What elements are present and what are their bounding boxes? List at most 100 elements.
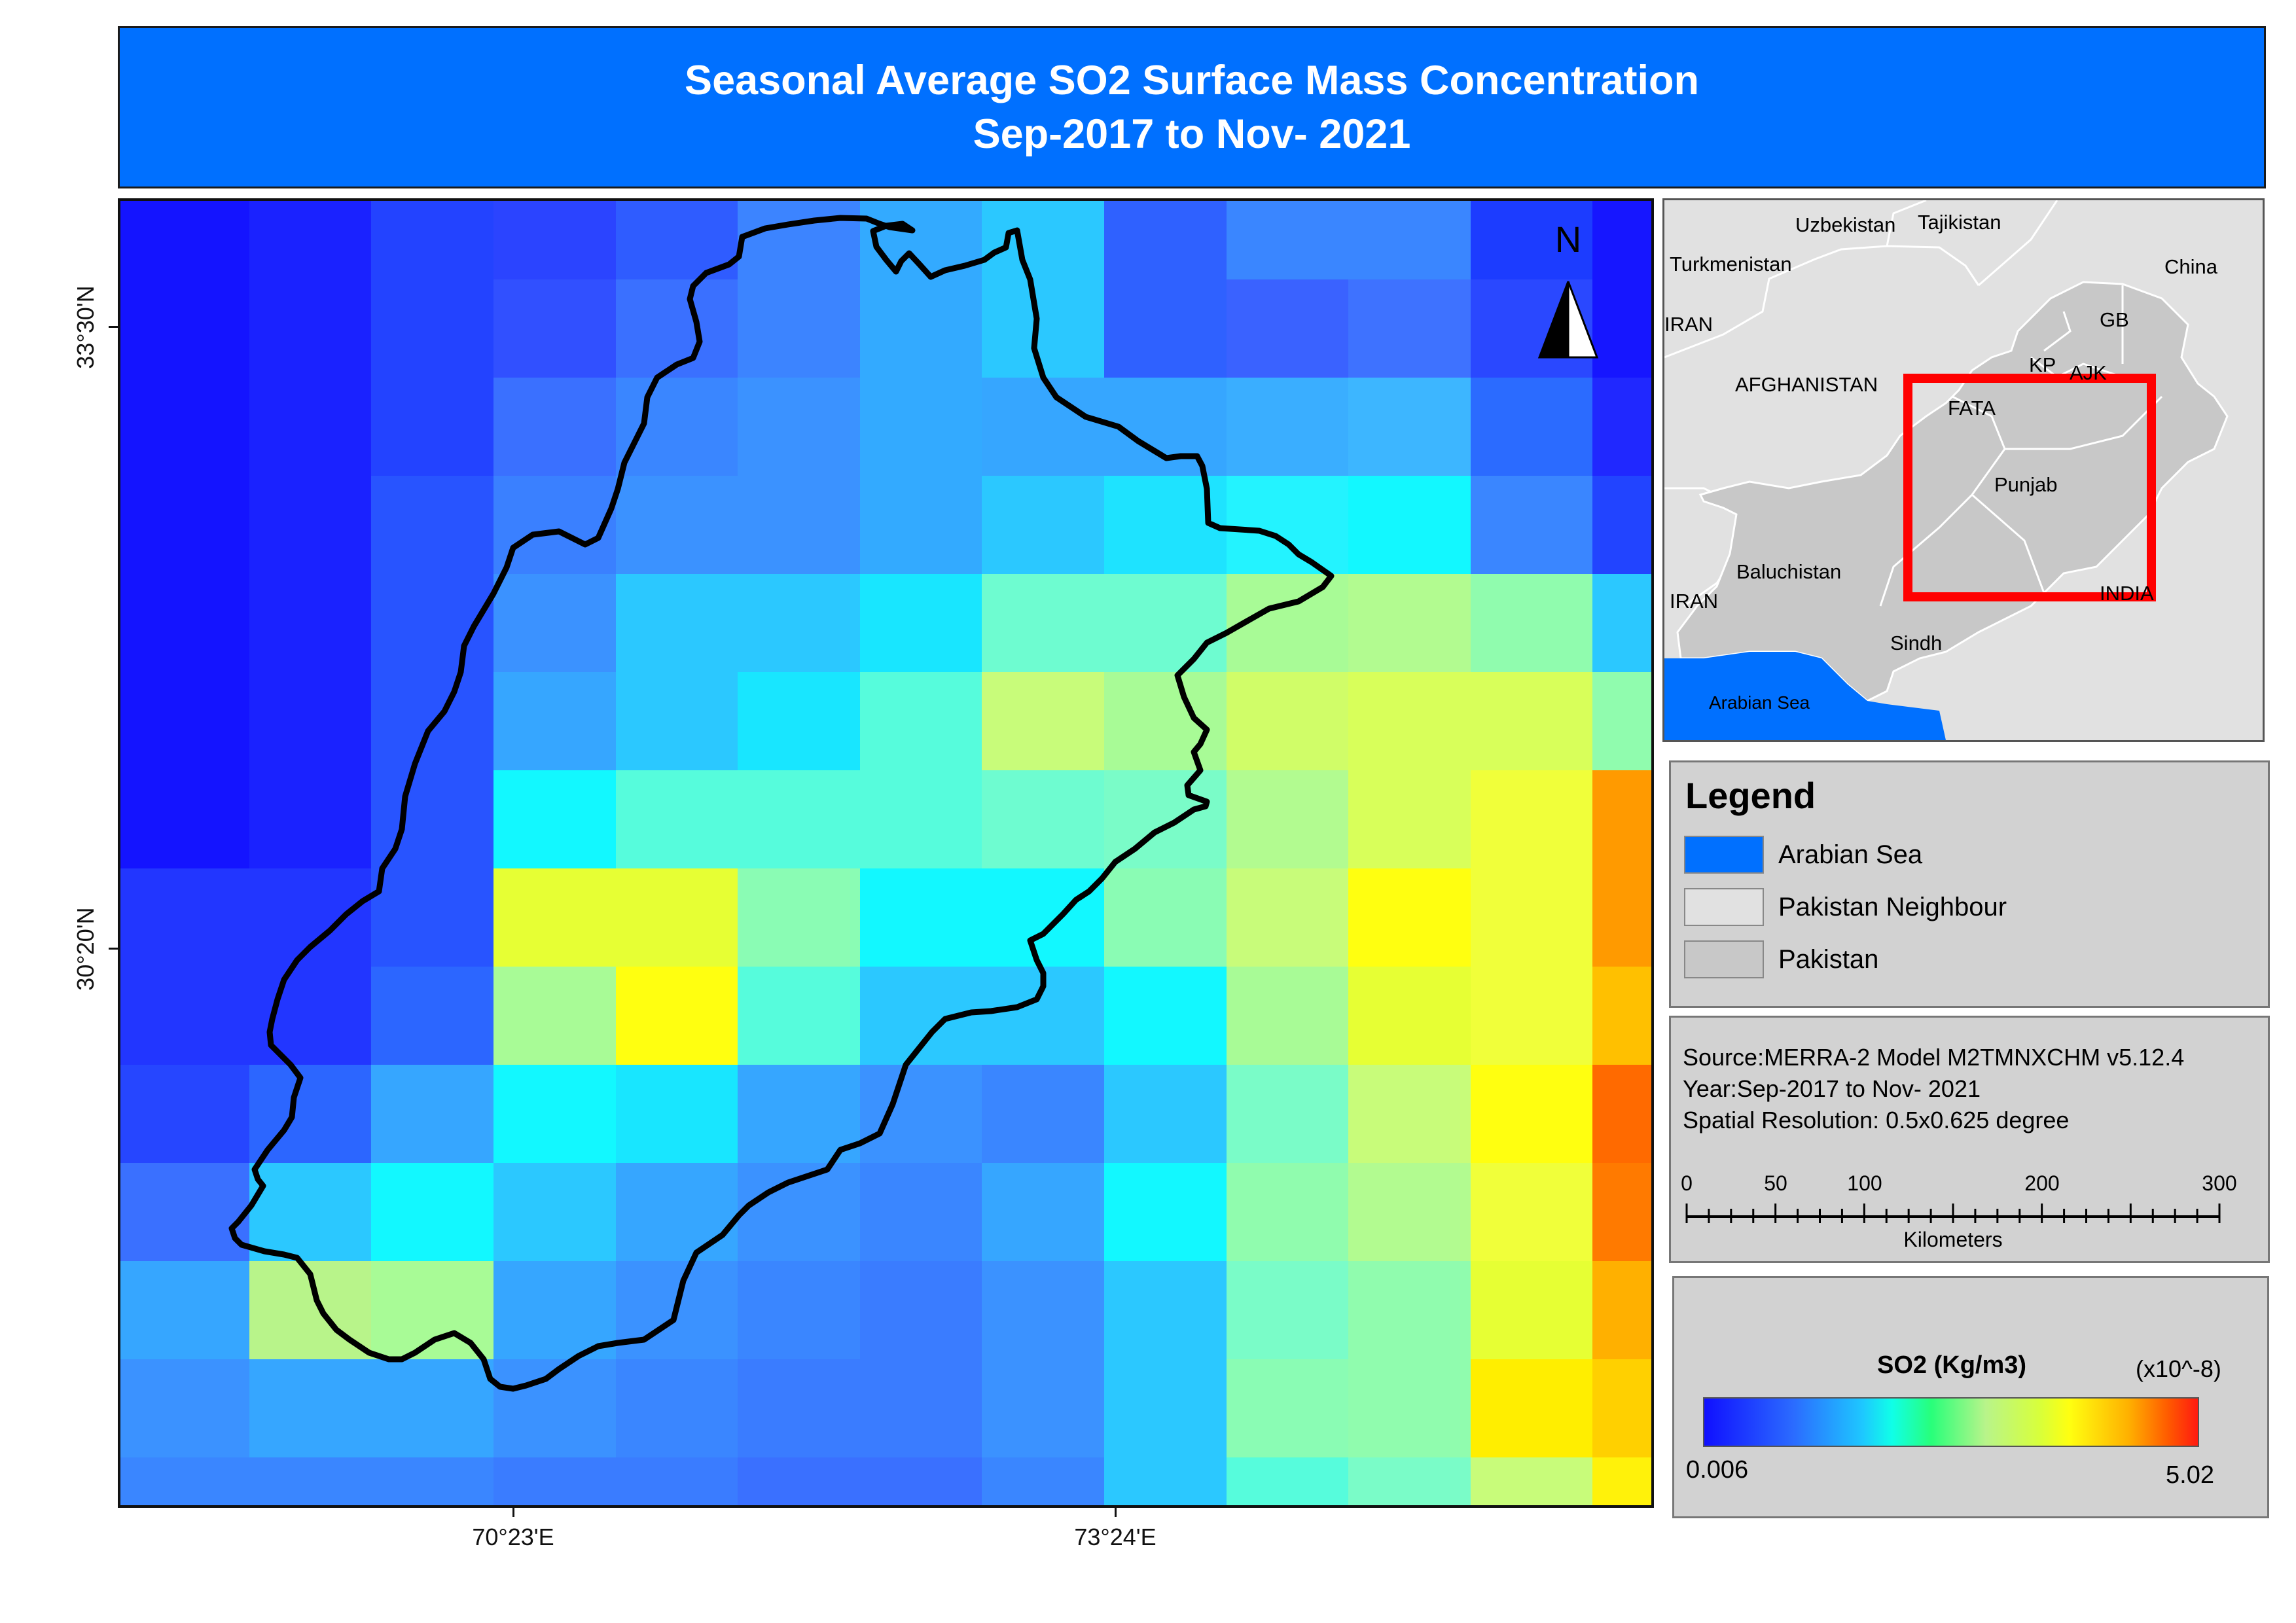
grid-cell (1104, 967, 1227, 1065)
legend-title: Legend (1685, 775, 1816, 816)
inset-label-ajk: AJK (2070, 361, 2107, 384)
grid-cell (1348, 1261, 1471, 1360)
grid-cell (493, 967, 617, 1065)
grid-cell (982, 1359, 1105, 1458)
grid-cell (249, 476, 372, 575)
grid-cell (738, 279, 861, 378)
inset-label-kp: KP (2029, 353, 2056, 376)
lat-label-1: 33°30'N (72, 285, 99, 369)
scale-label-0: 0 (1681, 1171, 1693, 1195)
grid-cell (249, 574, 372, 673)
grid-cell (120, 1359, 250, 1458)
grid-cell (860, 574, 982, 673)
grid-cell (1592, 378, 1651, 476)
colorbar-panel: SO2 (Kg/m3) (x10^-8) 0.006 5.02 (1672, 1276, 2269, 1518)
grid-cell (1471, 868, 1593, 967)
grid-cell (371, 1457, 494, 1505)
north-arrow-icon (1537, 281, 1599, 359)
grid-cell (982, 574, 1105, 673)
map-title-line2: Sep-2017 to Nov- 2021 (973, 111, 1411, 157)
grid-cell (1471, 201, 1593, 280)
info-resolution: Spatial Resolution: 0.5x0.625 degree (1683, 1107, 2070, 1133)
colorbar-multiplier: (x10^-8) (2136, 1355, 2221, 1382)
grid-cell (982, 378, 1105, 476)
grid-cell (493, 1359, 617, 1458)
scale-bar: 0 50 100 200 300 Kilometers (1681, 1171, 2237, 1251)
grid-cell (616, 672, 738, 771)
grid-cell (1227, 378, 1349, 476)
grid-cell (1348, 868, 1471, 967)
colorbar-max-label: 5.02 (2166, 1461, 2214, 1489)
inset-label-tajikistan: Tajikistan (1918, 211, 2001, 234)
grid-cell (616, 868, 738, 967)
grid-cell (616, 1163, 738, 1262)
grid-cell (738, 672, 861, 771)
grid-cell (1592, 1065, 1651, 1164)
grid-cell (1104, 279, 1227, 378)
grid-cell (1471, 770, 1593, 869)
info-source: Source:MERRA-2 Model M2TMNXCHM v5.12.4 (1683, 1044, 2185, 1071)
inset-label-gb: GB (2100, 308, 2129, 331)
grid-cell (493, 201, 617, 280)
grid-cell (982, 672, 1105, 771)
north-label: N (1555, 219, 1581, 260)
inset-label-turkmenistan: Turkmenistan (1670, 253, 1792, 276)
grid-cell (1592, 672, 1651, 771)
grid-cell (860, 672, 982, 771)
inset-label-india: INDIA (2100, 582, 2154, 605)
grid-cell (1471, 378, 1593, 476)
grid-cell (120, 1065, 250, 1164)
grid-cell (249, 1457, 372, 1505)
grid-cell (1471, 1261, 1593, 1360)
grid-cell (860, 1359, 982, 1458)
grid-cell (120, 279, 250, 378)
inset-label-fata: FATA (1948, 397, 1996, 419)
inset-label-baluchistan: Baluchistan (1736, 560, 1841, 583)
grid-cell (1104, 574, 1227, 673)
grid-cell (1104, 1163, 1227, 1262)
grid-cell (120, 1163, 250, 1262)
legend-label-arabian-sea: Arabian Sea (1778, 840, 1923, 869)
grid-cell (1471, 1457, 1593, 1505)
colorbar-gradient (1703, 1397, 2199, 1447)
locator-inset-map[interactable]: Uzbekistan Tajikistan Turkmenistan China… (1662, 198, 2265, 742)
grid-cell (1471, 967, 1593, 1065)
grid-cell (1592, 1359, 1651, 1458)
grid-cell (982, 1065, 1105, 1164)
grid-cell (616, 967, 738, 1065)
grid-cell (493, 672, 617, 771)
grid-cell (982, 476, 1105, 575)
grid-cell (1471, 672, 1593, 771)
grid-cell (1227, 1261, 1349, 1360)
grid-cell (493, 279, 617, 378)
inset-label-iran-north: IRAN (1664, 313, 1713, 336)
grid-cell (1471, 476, 1593, 575)
grid-cell (1104, 672, 1227, 771)
inset-label-sindh: Sindh (1890, 632, 1942, 654)
grid-cell (738, 967, 861, 1065)
main-map-canvas: N (120, 201, 1651, 1505)
inset-label-punjab: Punjab (1994, 473, 2058, 496)
grid-cell (1592, 967, 1651, 1065)
legend-swatch-pakistan (1684, 940, 1764, 978)
grid-cell (616, 1065, 738, 1164)
main-map[interactable]: N (118, 198, 1654, 1508)
grid-cell (860, 1065, 982, 1164)
grid-cell (1348, 279, 1471, 378)
grid-cell (1348, 378, 1471, 476)
grid-cell (982, 1457, 1105, 1505)
grid-cell (1227, 967, 1349, 1065)
legend-swatch-arabian-sea (1684, 836, 1764, 874)
grid-cell (1592, 574, 1651, 673)
grid-cell (860, 378, 982, 476)
grid-cell (738, 1261, 861, 1360)
grid-cell (249, 1359, 372, 1458)
grid-cell (860, 1163, 982, 1262)
grid-cell (249, 1163, 372, 1262)
grid-cell (1227, 1359, 1349, 1458)
grid-cell (371, 201, 494, 280)
grid-cell (1227, 1065, 1349, 1164)
grid-cell (1592, 201, 1651, 280)
grid-cell (249, 672, 372, 771)
scale-label-50: 50 (1764, 1171, 1787, 1195)
